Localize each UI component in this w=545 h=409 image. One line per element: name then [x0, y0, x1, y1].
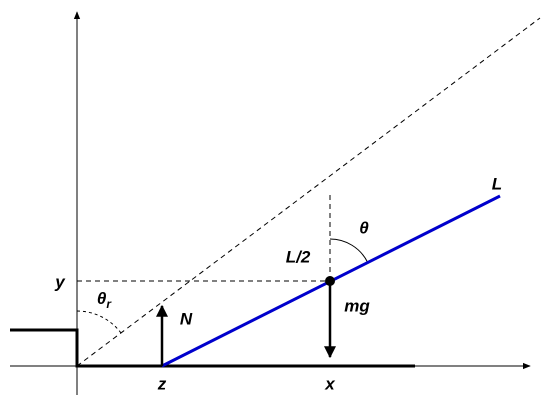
label-half-length: L/2	[286, 247, 311, 266]
label-theta: θ	[359, 218, 369, 237]
theta-r-arc	[76, 310, 122, 334]
label-normal-force: N	[180, 309, 193, 328]
label-weight: mg	[344, 296, 370, 315]
label-length: L	[492, 174, 502, 193]
theta-r-symbol: θ	[97, 289, 107, 308]
label-x: x	[324, 374, 336, 393]
label-theta-r: θr	[97, 289, 112, 311]
theta-r-subscript: r	[106, 297, 112, 311]
label-z: z	[157, 374, 167, 393]
ground-wall	[10, 328, 415, 368]
diagonal-guide	[76, 17, 541, 367]
label-y: y	[54, 272, 66, 291]
theta-arc	[329, 238, 368, 263]
